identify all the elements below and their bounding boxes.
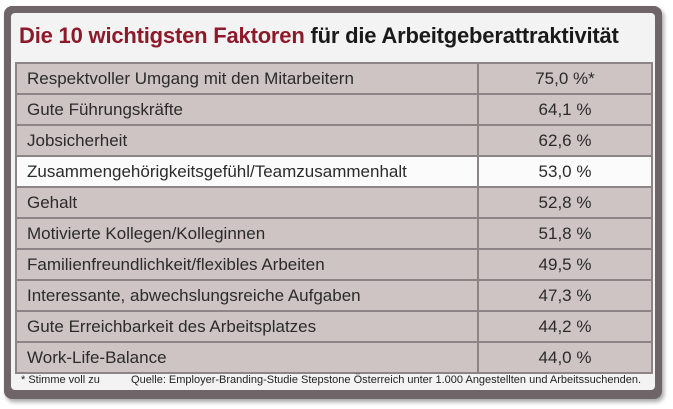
factor-value: 47,3 %	[477, 279, 653, 312]
factor-value: 53,0 %	[477, 155, 653, 188]
factor-value: 52,8 %	[477, 186, 653, 219]
factor-value: 44,0 %	[477, 341, 653, 374]
infographic-card: Die 10 wichtigsten Faktoren für die Arbe…	[4, 6, 662, 399]
factor-value: 62,6 %	[477, 124, 653, 157]
factor-label: Gute Erreichbarkeit des Arbeitsplatzes	[15, 310, 479, 343]
factors-table-body: Respektvoller Umgang mit den Mitarbeiter…	[15, 62, 653, 374]
factor-value: 75,0 %*	[477, 62, 653, 95]
factor-label: Motivierte Kollegen/Kolleginnen	[15, 217, 479, 250]
factor-label: Jobsicherheit	[15, 124, 479, 157]
title-rest: für die Arbeitgeberattraktivität	[310, 23, 619, 48]
chart-title: Die 10 wichtigsten Faktoren für die Arbe…	[19, 23, 619, 49]
factor-label: Familienfreundlichkeit/flexibles Arbeite…	[15, 248, 479, 281]
factor-label: Work-Life-Balance	[15, 341, 479, 374]
table-row: Work-Life-Balance 44,0 %	[15, 341, 653, 374]
factors-table: Respektvoller Umgang mit den Mitarbeiter…	[15, 62, 653, 374]
table-row: Gute Führungskräfte 64,1 %	[15, 93, 653, 126]
factor-value: 49,5 %	[477, 248, 653, 281]
factor-label: Zusammengehörigkeitsgefühl/Teamzusammenh…	[15, 155, 479, 188]
factor-label: Gehalt	[15, 186, 479, 219]
factor-label: Respektvoller Umgang mit den Mitarbeiter…	[15, 62, 479, 95]
table-row: Respektvoller Umgang mit den Mitarbeiter…	[15, 62, 653, 95]
table-row: Gute Erreichbarkeit des Arbeitsplatzes 44…	[15, 310, 653, 343]
table-row: Gehalt 52,8 %	[15, 186, 653, 219]
factor-label: Interessante, abwechslungsreiche Aufgabe…	[15, 279, 479, 312]
title-highlight: Die 10 wichtigsten Faktoren	[19, 23, 305, 48]
table-row: Jobsicherheit 62,6 %	[15, 124, 653, 157]
infographic-panel: Die 10 wichtigsten Faktoren für die Arbe…	[11, 13, 655, 390]
table-row: Familienfreundlichkeit/flexibles Arbeite…	[15, 248, 653, 281]
table-row: Zusammengehörigkeitsgefühl/Teamzusammenh…	[15, 155, 653, 188]
table-row: Motivierte Kollegen/Kolleginnen 51,8 %	[15, 217, 653, 250]
footnote: * Stimme voll zu	[21, 374, 100, 386]
source-note: Quelle: Employer-Branding-Studie Stepsto…	[131, 374, 641, 386]
factor-value: 51,8 %	[477, 217, 653, 250]
factor-value: 44,2 %	[477, 310, 653, 343]
factor-label: Gute Führungskräfte	[15, 93, 479, 126]
factor-value: 64,1 %	[477, 93, 653, 126]
table-row: Interessante, abwechslungsreiche Aufgabe…	[15, 279, 653, 312]
